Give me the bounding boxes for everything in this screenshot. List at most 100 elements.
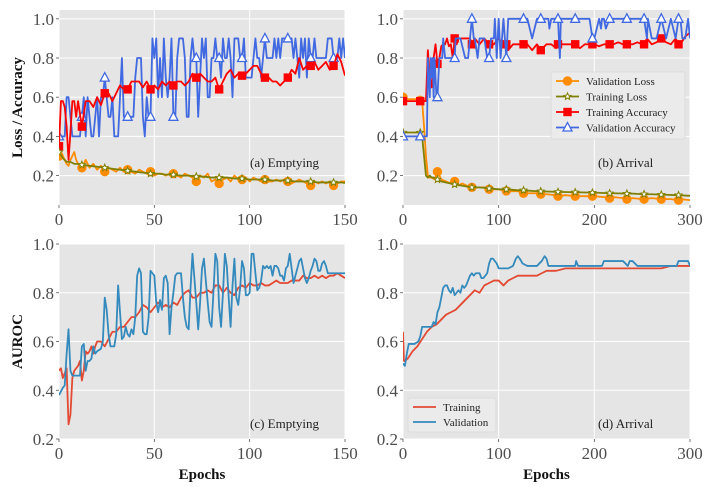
y-tick-label: 0.8 bbox=[377, 284, 398, 303]
data-point-marker bbox=[306, 176, 316, 186]
data-point-marker bbox=[59, 142, 64, 151]
data-point-marker bbox=[190, 51, 202, 63]
data-point-marker bbox=[621, 12, 633, 23]
data-point-marker bbox=[656, 189, 666, 199]
data-point-marker bbox=[604, 12, 616, 23]
y-tick-label: 0.2 bbox=[33, 430, 54, 449]
y-axis-label: Loss / Accuracy bbox=[10, 57, 26, 158]
legend-box bbox=[550, 71, 686, 140]
data-point-marker bbox=[414, 130, 426, 141]
data-point-marker bbox=[167, 110, 179, 121]
data-point-marker bbox=[449, 51, 461, 63]
legend-label: Training Loss bbox=[586, 92, 647, 104]
data-point-marker bbox=[260, 174, 270, 184]
data-point-marker bbox=[638, 12, 650, 23]
data-point-marker bbox=[77, 122, 87, 131]
x-tick-label: 100 bbox=[486, 444, 512, 463]
data-point-marker bbox=[168, 169, 179, 179]
x-tick-label: 300 bbox=[677, 444, 703, 463]
series-line-validation bbox=[403, 255, 690, 367]
x-tick-label: 100 bbox=[237, 444, 263, 463]
legend-label: Validation Accuracy bbox=[586, 123, 676, 135]
data-point-marker bbox=[500, 51, 512, 63]
data-point-marker bbox=[169, 81, 178, 90]
data-point-marker bbox=[282, 32, 294, 43]
y-tick-label: 0.6 bbox=[33, 333, 54, 352]
legend-label: Validation bbox=[443, 417, 489, 429]
x-tick-label: 0 bbox=[399, 444, 408, 463]
y-tick-label: 0.8 bbox=[33, 49, 54, 68]
x-tick-label: 0 bbox=[399, 210, 408, 229]
legend-entry-validation-accuracy: Validation Accuracy bbox=[556, 121, 676, 135]
data-point-marker bbox=[416, 96, 425, 106]
y-tick-label: 0.6 bbox=[33, 88, 54, 107]
series-line-validation-accuracy bbox=[403, 17, 690, 138]
y-tick-label: 0.2 bbox=[33, 167, 54, 186]
data-point-marker bbox=[283, 175, 293, 185]
series-line-training-accuracy bbox=[403, 31, 690, 103]
y-axis-label: AUROC bbox=[10, 314, 26, 369]
data-point-marker bbox=[214, 85, 224, 94]
data-point-marker bbox=[467, 182, 477, 192]
legend-marker bbox=[562, 76, 573, 86]
data-point-marker bbox=[191, 171, 201, 181]
data-point-marker bbox=[569, 12, 581, 23]
x-axis-label: Epochs bbox=[523, 467, 570, 483]
y-tick-label: 0.2 bbox=[377, 167, 398, 186]
y-tick-label: 1.0 bbox=[33, 10, 54, 29]
y-tick-label: 0.4 bbox=[377, 127, 399, 146]
data-point-marker bbox=[214, 172, 224, 182]
data-point-marker bbox=[639, 40, 649, 49]
legend-label: Validation Loss bbox=[586, 76, 655, 88]
data-point-marker bbox=[260, 73, 270, 82]
markers-validation-accuracy bbox=[403, 12, 685, 141]
legend-marker bbox=[561, 121, 574, 132]
data-point-marker bbox=[536, 186, 546, 196]
data-point-marker bbox=[553, 40, 563, 49]
data-point-marker bbox=[100, 89, 109, 98]
data-point-marker bbox=[236, 51, 248, 63]
series-group bbox=[403, 12, 690, 205]
data-point-marker bbox=[305, 51, 317, 63]
subplot-b: 0 100 200 300 0.2 0.4 0.6 0.8 1.0 (b) Arrival Vali… bbox=[377, 10, 703, 229]
data-point-marker bbox=[484, 183, 494, 193]
data-point-marker bbox=[467, 40, 477, 49]
x-axis-label: Epochs bbox=[179, 467, 226, 483]
panel-annotation: (c) Emptying bbox=[250, 416, 319, 431]
series-group bbox=[403, 255, 690, 367]
data-point-marker bbox=[77, 159, 87, 169]
subplot-c: 0 50 100 150 0.2 0.4 0.6 0.8 1.0 (c) Emptying AURO… bbox=[10, 235, 358, 483]
x-tick-label: 200 bbox=[582, 210, 608, 229]
data-point-marker bbox=[622, 40, 632, 49]
legend-label: Training Accuracy bbox=[586, 107, 668, 119]
legend-entry-training-accuracy: Training Accuracy bbox=[556, 107, 668, 119]
data-point-marker bbox=[535, 12, 547, 23]
data-point-marker bbox=[403, 96, 408, 106]
y-tick-label: 1.0 bbox=[33, 235, 54, 254]
data-point-marker bbox=[483, 51, 495, 63]
y-tick-label: 0.8 bbox=[33, 284, 54, 303]
series-line-training-loss bbox=[59, 151, 345, 184]
x-tick-label: 50 bbox=[146, 210, 163, 229]
data-point-marker bbox=[306, 61, 315, 71]
x-tick-label: 50 bbox=[146, 444, 163, 463]
data-point-marker bbox=[586, 32, 598, 43]
data-point-marker bbox=[99, 71, 111, 82]
data-point-marker bbox=[283, 73, 292, 82]
data-point-marker bbox=[214, 178, 224, 189]
data-point-marker bbox=[517, 12, 530, 23]
data-point-marker bbox=[622, 188, 632, 198]
markers-training-accuracy bbox=[59, 61, 338, 151]
series-line-training bbox=[403, 265, 690, 362]
markers-training-loss bbox=[403, 127, 684, 200]
data-point-marker bbox=[329, 61, 338, 71]
y-tick-label: 0.6 bbox=[377, 88, 398, 107]
series-group bbox=[59, 32, 345, 191]
x-tick-label: 300 bbox=[677, 210, 703, 229]
data-point-marker bbox=[431, 90, 444, 102]
legend: Training Validation bbox=[407, 397, 497, 433]
markers-training-loss bbox=[59, 147, 339, 187]
legend-entry-training: Training bbox=[413, 402, 481, 414]
data-point-marker bbox=[123, 85, 132, 94]
